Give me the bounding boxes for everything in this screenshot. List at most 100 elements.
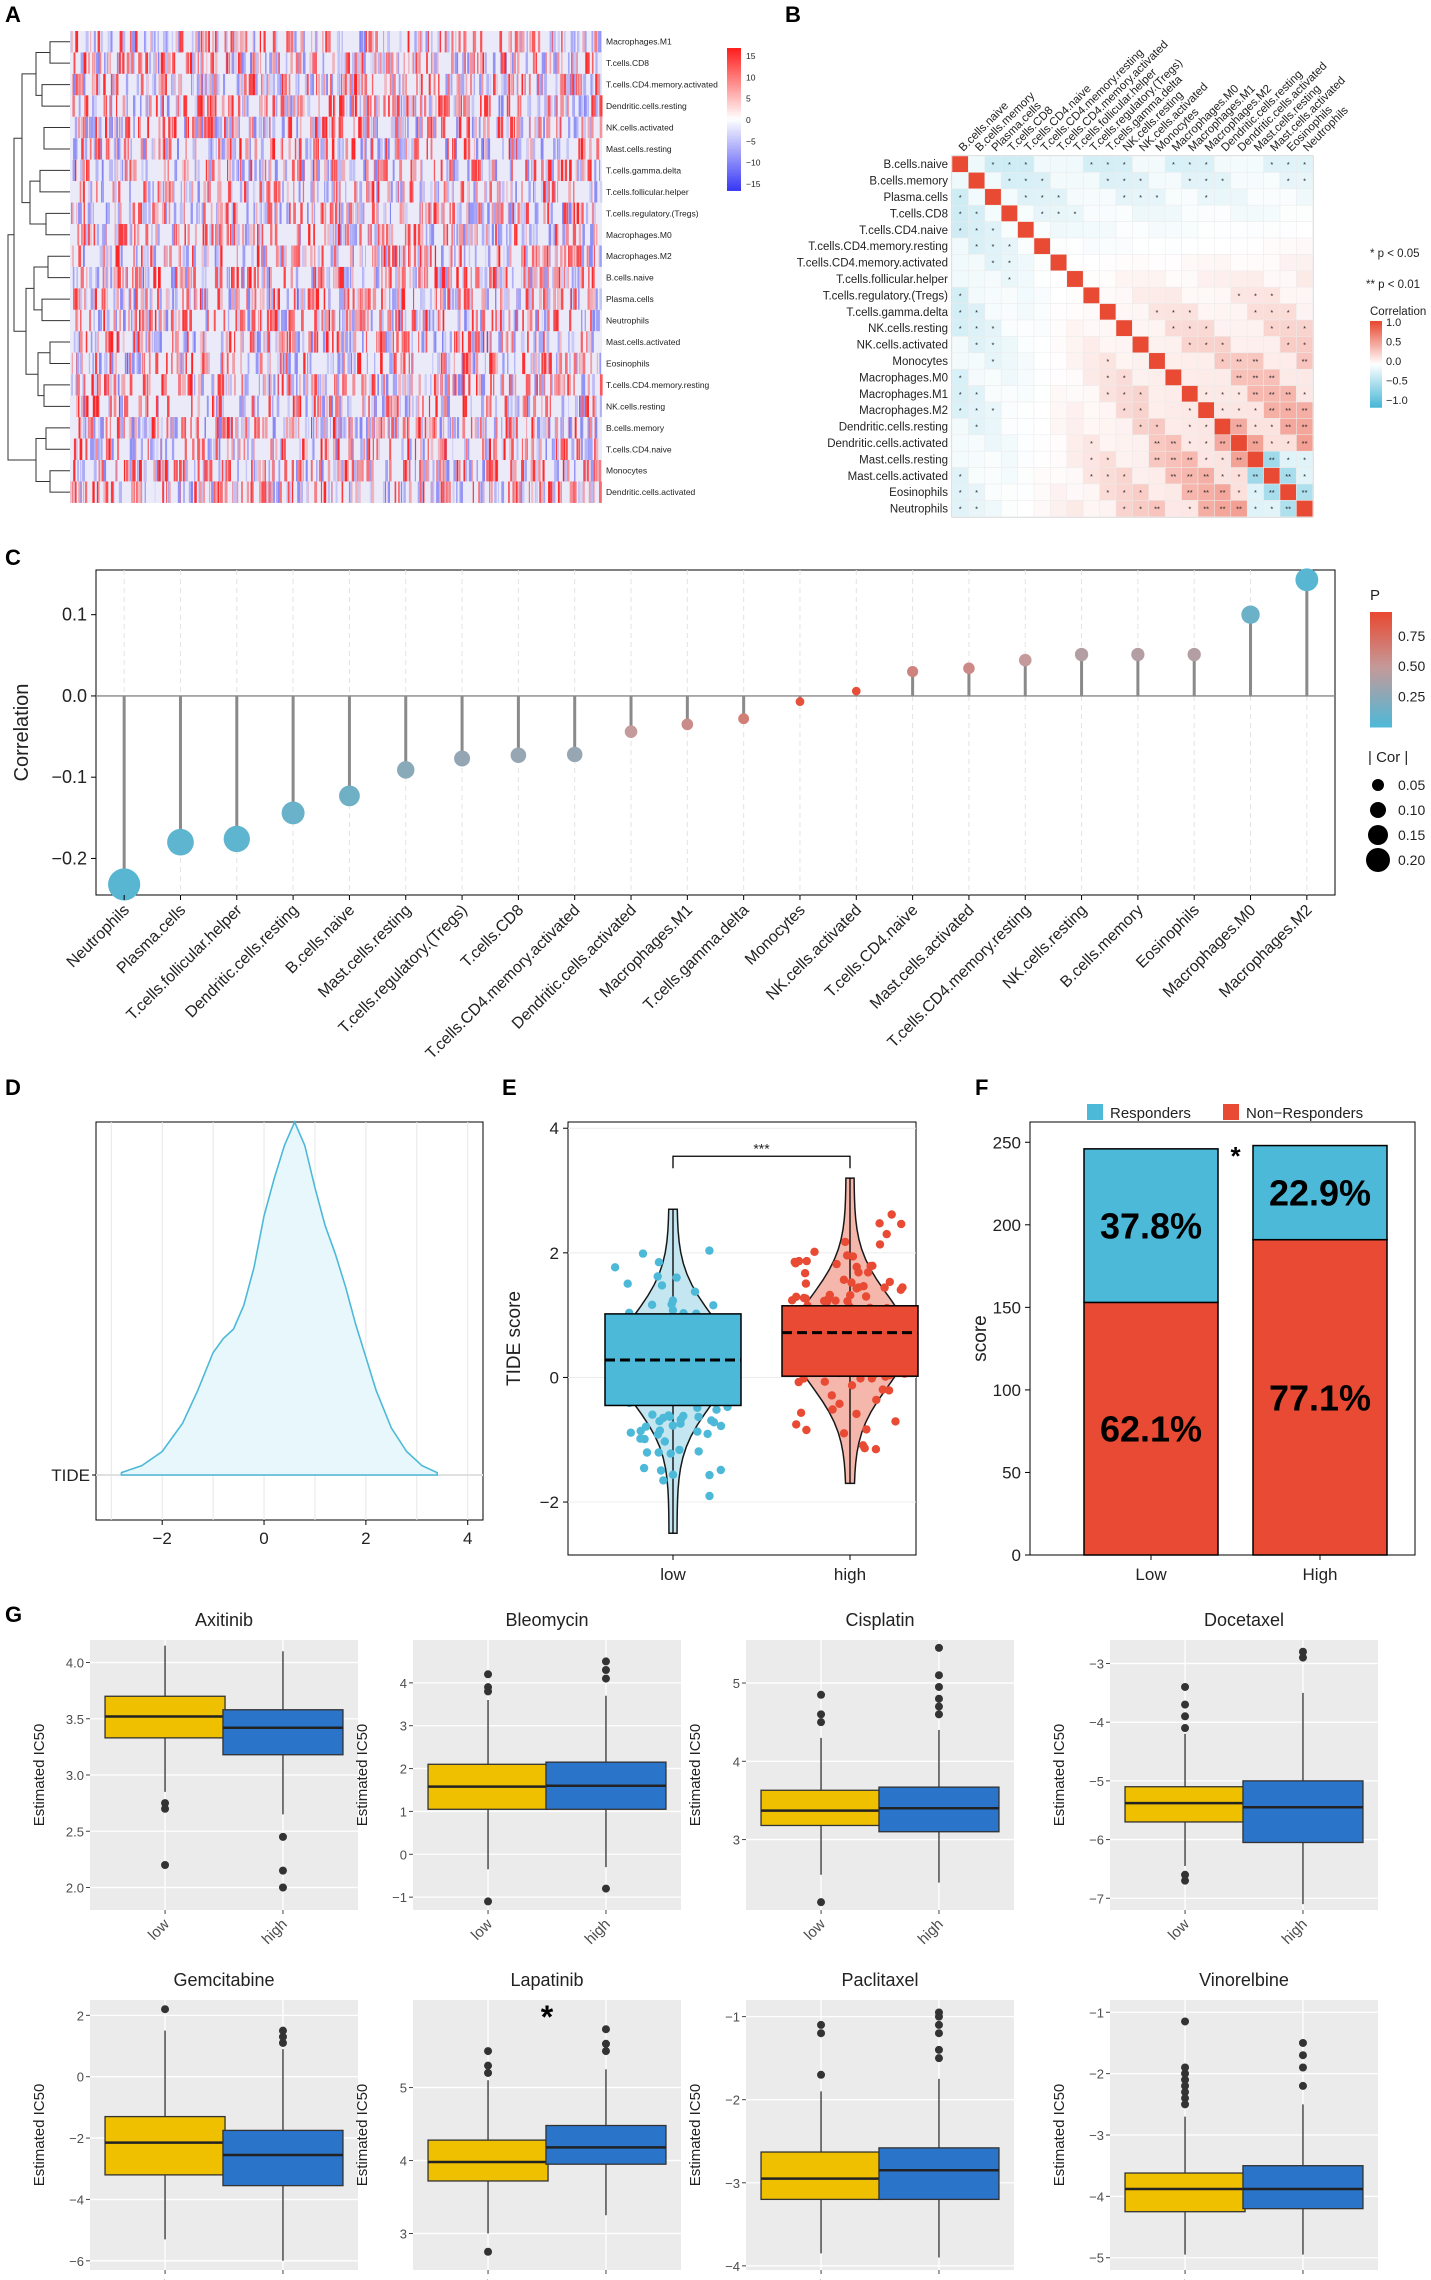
heatmap-cell [211,481,214,503]
corr-sig-mark: * [975,324,978,333]
heatmap-cell [190,417,192,439]
heatmap-cell [452,438,454,460]
heatmap-cell [584,438,588,460]
heatmap-cell [418,52,421,74]
heatmap-cell [433,202,437,225]
corr-sig-mark: * [1172,324,1175,333]
heatmap-cell [477,52,479,74]
heatmap-cell [257,331,259,353]
heatmap-cell [389,202,391,225]
heatmap-cell [186,331,189,353]
heatmap-cell [261,266,264,289]
corr-sig-mark: * [992,226,995,235]
heatmap-cell [444,374,448,396]
corr-cell [1230,303,1248,321]
heatmap-cell [186,288,190,310]
heatmap-cell [564,159,568,182]
heatmap-cell [589,460,593,482]
heatmap-cell [103,460,107,482]
corr-cell [951,450,969,468]
corr-cell [1082,401,1100,419]
heatmap-cell [259,224,262,246]
heatmap-cell [350,481,353,503]
heatmap-cell [268,481,271,503]
heatmap-cell [157,31,159,53]
heatmap-cell [138,116,140,139]
heatmap-cell [449,73,451,96]
heatmap-cell [395,95,398,117]
heatmap-cell [377,138,381,160]
heatmap-cell [561,438,564,460]
heatmap-cell [456,116,459,139]
heatmap-cell [335,481,338,503]
heatmap-cell [345,181,347,203]
corr-sig-mark: * [1139,423,1142,432]
heatmap-cell [338,181,340,203]
heatmap-cell [145,288,148,310]
heatmap-cell [334,309,336,332]
corr-cell [1033,221,1051,239]
heatmap-cell [206,288,208,310]
heatmap-cell [91,73,94,96]
heatmap-cell [170,309,174,332]
heatmap-cell [421,202,423,225]
heatmap-legend-step [727,133,741,137]
heatmap-cell [343,224,347,246]
heatmap-cell [162,181,165,203]
heatmap-cell [539,417,543,439]
heatmap-cell [573,352,577,375]
heatmap-cell [568,331,570,353]
heatmap-cell [469,52,473,74]
heatmap-cell [591,95,595,117]
corr-cell [1066,303,1084,321]
heatmap-cell [401,438,404,460]
heatmap-cell [272,417,276,439]
heatmap-cell [337,460,340,482]
heatmap-cell [595,73,598,96]
corr-cell [1033,254,1051,272]
heatmap-cell [520,331,522,353]
heatmap-cell [529,266,533,289]
heatmap-cell [473,52,475,74]
heatmap-cell [496,116,498,139]
heatmap-cell [89,116,91,139]
heatmap-cell [232,202,236,225]
heatmap-cell [537,245,540,267]
corr-sig-mark: * [992,341,995,350]
heatmap-cell [294,31,297,53]
heatmap-cell [296,224,299,246]
heatmap-cell [350,73,354,96]
heatmap-cell [590,224,593,246]
corr-cell [1148,401,1166,419]
heatmap-cell [202,331,205,353]
heatmap-cell [389,266,392,289]
heatmap-cell [557,331,560,353]
heatmap-cell [413,138,416,160]
heatmap-cell [427,31,429,53]
heatmap-cell [265,73,267,96]
corr-cell [1082,418,1100,436]
heatmap-cell [413,159,417,182]
corr-cell [1099,303,1117,321]
heatmap-cell [297,159,299,182]
heatmap-cell [531,288,534,310]
heatmap-cell [553,31,556,53]
heatmap-cell [205,460,208,482]
heatmap-cell [370,95,372,117]
heatmap-cell [327,224,330,246]
corr-cell [1033,303,1051,321]
heatmap-cell [138,395,141,418]
heatmap-cell [343,288,346,310]
heatmap-cell [351,309,355,332]
heatmap-legend-step [727,159,741,163]
heatmap-cell [503,438,506,460]
heatmap-cell [441,245,444,267]
heatmap-cell [283,159,285,182]
heatmap-cell [540,438,542,460]
heatmap-cell [471,116,474,139]
heatmap-cell [275,331,277,353]
heatmap-cell [456,288,459,310]
heatmap-cell [401,266,405,289]
heatmap-cell [596,352,599,375]
heatmap-cell [116,288,119,310]
